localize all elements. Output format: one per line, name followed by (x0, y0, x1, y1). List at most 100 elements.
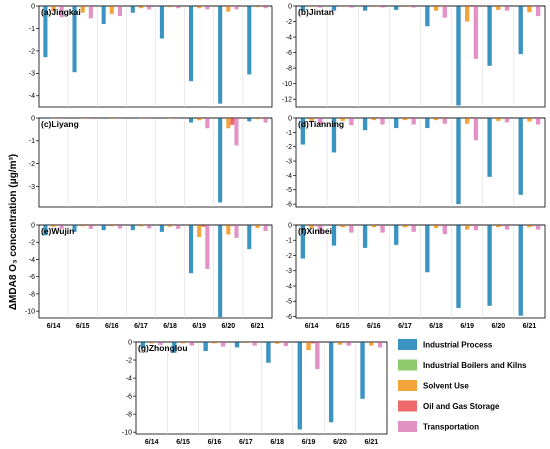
bar (51, 6, 56, 12)
y-tick-label: -5 (286, 187, 292, 194)
x-tick-label: 6/17 (239, 439, 253, 446)
bar (465, 118, 470, 124)
bar (362, 225, 368, 248)
x-tick-label: 6/17 (398, 323, 412, 330)
y-tick-label: -1 (29, 138, 35, 145)
bar (230, 6, 235, 7)
x-tick-label: 6/16 (367, 323, 381, 330)
bar (117, 6, 123, 17)
bar (234, 342, 240, 348)
bar (189, 342, 195, 346)
bar (402, 6, 408, 7)
bar (172, 118, 177, 119)
bar (369, 342, 374, 346)
bar (500, 225, 505, 226)
bar (43, 6, 48, 58)
bar (158, 342, 163, 346)
y-tick-label: -6 (286, 314, 292, 321)
bar (487, 118, 492, 177)
bar (168, 225, 173, 227)
bar (469, 118, 474, 119)
y-tick-label: -4 (29, 93, 35, 100)
bar (138, 225, 143, 227)
bar (473, 225, 479, 231)
bar (101, 6, 106, 24)
bar (318, 118, 323, 125)
bar (80, 6, 85, 13)
legend-label: Industrial Process (423, 341, 493, 350)
bar (109, 225, 114, 227)
bar (313, 225, 319, 226)
panel-5: 0 -1 -2 -3 -4 -5 -6 (f)Xinbei 6/14 6/15 6/16 6/17 6/… (286, 222, 546, 330)
bar (331, 118, 337, 153)
x-tick-label: 6/18 (429, 323, 443, 330)
y-tick-label: -2 (286, 253, 292, 260)
bar (234, 225, 239, 238)
bar (180, 342, 186, 344)
bar (300, 225, 306, 259)
y-tick-label: -12 (282, 97, 292, 104)
bar (465, 225, 470, 230)
legend-label: Industrial Boilers and Kilns (423, 361, 527, 370)
panel-1: 0 -2 -4 -6 -8 -10 -12 (b)Jintan (282, 3, 546, 108)
bar (188, 118, 194, 123)
bar (72, 225, 77, 232)
bar (247, 225, 252, 250)
y-tick-label: -10 (282, 81, 292, 88)
legend-swatch (398, 359, 417, 371)
bar (340, 6, 345, 7)
y-tick-label: 0 (288, 115, 292, 122)
bar (438, 118, 443, 119)
bar (337, 342, 343, 345)
bar (310, 342, 316, 344)
bar (394, 6, 399, 10)
bar (309, 6, 314, 7)
x-tick-label: 6/15 (176, 439, 190, 446)
y-tick-label: -10 (25, 309, 35, 316)
bar (259, 118, 264, 119)
bar (473, 118, 479, 141)
panel-4: 0 -2 -4 -6 -8 -10 (e)Wujin 6/14 6/15 6/16 6/17 6/18… (25, 222, 273, 330)
bar (263, 225, 268, 232)
bar (147, 225, 152, 229)
x-tick-label: 6/19 (302, 439, 316, 446)
bar (456, 225, 461, 309)
bar (371, 118, 376, 121)
x-tick-label: 6/16 (208, 439, 222, 446)
x-tick-label: 6/17 (134, 323, 148, 330)
y-tick-label: -2 (126, 357, 132, 364)
panel-title: (g)Zhonglou (138, 343, 188, 353)
bar (113, 118, 118, 119)
bar (487, 225, 492, 306)
panels: 0-1-2-3-4(a)Jingkai0-2-4-6-8-10-12(b)Jin… (25, 3, 546, 446)
bar (88, 225, 93, 229)
bar (140, 342, 146, 349)
bar (349, 225, 354, 233)
bar (203, 342, 208, 352)
bar (130, 225, 135, 231)
bar (402, 225, 408, 228)
bar (531, 118, 536, 119)
bar (433, 118, 439, 121)
bar (535, 118, 541, 125)
bar (518, 118, 523, 195)
legend-swatch (398, 400, 417, 412)
bar (442, 225, 447, 235)
y-tick-label: -4 (286, 34, 292, 41)
bar (226, 225, 231, 235)
bar (313, 6, 319, 7)
bar (362, 118, 368, 131)
bar (55, 118, 60, 119)
panel-title: (b)Jintan (298, 7, 334, 17)
bar (84, 118, 89, 119)
bar (504, 225, 510, 230)
bar (500, 118, 505, 119)
bar (535, 225, 541, 230)
bar (201, 118, 206, 119)
bar (346, 342, 351, 346)
bar (188, 6, 194, 82)
y-tick-label: 0 (128, 339, 132, 346)
bar (331, 6, 337, 11)
bar (318, 225, 323, 234)
y-tick-label: -8 (286, 66, 292, 73)
